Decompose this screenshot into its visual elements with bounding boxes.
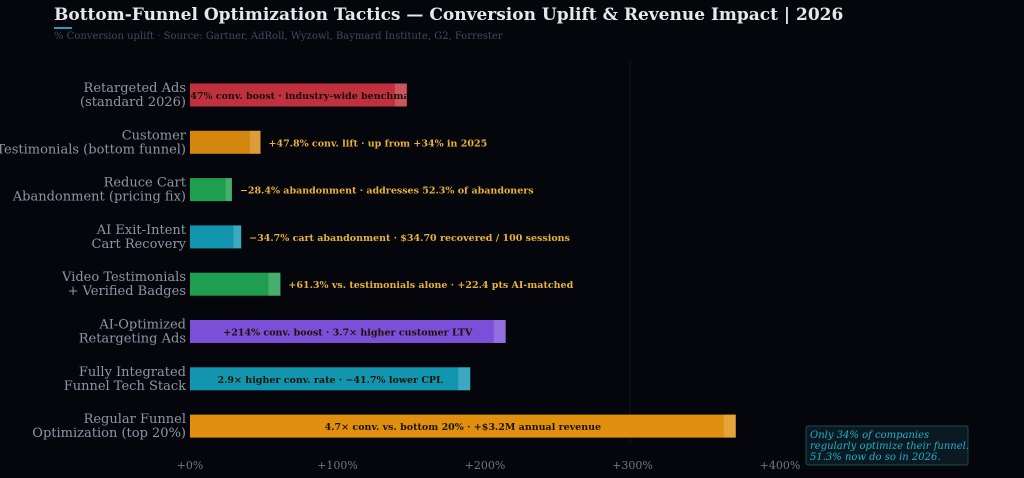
category-label-line: Customer (122, 128, 187, 143)
chart-title: Bottom-Funnel Optimization Tactics — Con… (54, 5, 843, 25)
annotation-background (805, 425, 969, 466)
bar-tip-highlight (225, 178, 232, 202)
bar-tip-highlight (249, 130, 261, 154)
x-tick-label: +300% (612, 459, 653, 472)
bar-value-label: +147% conv. boost · industry-wide benchm… (176, 91, 422, 102)
bar-value-label: +47.8% conv. lift · up from +34% in 2025 (269, 138, 488, 149)
annotation-box: Only 34% of companies regularly optimize … (805, 425, 969, 466)
bar (190, 178, 232, 202)
category-label-line: Optimization (top 20%) (32, 426, 186, 441)
category-label: Regular Funnel Optimization (top 20%) (32, 412, 186, 441)
bar (190, 320, 506, 343)
bar-tip-highlight (394, 83, 407, 107)
category-label-line: Abandonment (pricing fix) (12, 190, 186, 205)
category-labels: Retargeted Ads (standard 2026) Customer Tes… (0, 81, 187, 441)
category-label-line: Reduce Cart (104, 176, 187, 191)
category-label-line: AI-Optimized (98, 318, 186, 333)
bar-value-label: −28.4% abandonment · addresses 52.3% of … (240, 186, 534, 197)
bar-tip-highlight (493, 320, 506, 343)
bar (190, 367, 471, 391)
category-label-line: Retargeted Ads (84, 81, 186, 96)
category-label: AI Exit-Intent Cart Recovery (92, 223, 187, 252)
bar-value-label: −34.7% cart abandonment · $34.70 recover… (249, 233, 570, 244)
bar-value-label: 2.9× higher conv. rate · −41.7% lower CP… (218, 375, 444, 386)
category-label-line: (standard 2026) (80, 95, 186, 110)
category-label: Reduce Cart Abandonment (pricing fix) (12, 176, 187, 205)
x-tick-label: +200% (465, 459, 506, 472)
x-axis-ticks: +0% +100% +200% +300% +400% (177, 459, 801, 472)
category-label-line: Cart Recovery (92, 237, 187, 252)
annotation-text: Only 34% of companies regularly optimize … (810, 430, 969, 463)
x-tick-label: +100% (317, 459, 358, 472)
title-accent-underline (54, 27, 72, 29)
bar-tip-highlight (268, 272, 281, 296)
bar-value-label: +61.3% vs. testimonials alone · +22.4 pt… (288, 280, 573, 291)
x-tick-label: +400% (760, 459, 801, 472)
bar (190, 130, 261, 154)
category-label: Fully Integrated Funnel Tech Stack (64, 365, 186, 394)
bar (190, 83, 407, 107)
category-label-line: AI Exit-Intent (96, 223, 187, 238)
category-label-line: Regular Funnel (84, 412, 186, 427)
annotation-line: regularly optimize their funnel. (810, 441, 969, 452)
category-label-line: + Verified Badges (68, 284, 186, 299)
chart-subtitle: % Conversion uplift · Source: Gartner, A… (54, 31, 503, 42)
bars-group (190, 83, 736, 438)
bar-value-labels: +147% conv. boost · industry-wide benchm… (176, 91, 601, 433)
category-label-line: Funnel Tech Stack (64, 379, 186, 394)
category-label: Retargeted Ads (standard 2026) (80, 81, 186, 110)
bar-value-label: 4.7× conv. vs. bottom 20% · +$3.2M annua… (325, 422, 601, 433)
bar-tip-highlight (233, 225, 242, 249)
category-label: Customer Testimonials (bottom funnel) (0, 128, 187, 157)
bar (190, 225, 242, 249)
x-tick-label: +0% (177, 459, 204, 472)
category-label: Video Testimonials + Verified Badges (61, 270, 186, 299)
bar-value-label: +214% conv. boost · 3.7× higher customer… (223, 328, 473, 339)
category-label: AI-Optimized Retargeting Ads (79, 318, 186, 347)
bar-tip-highlight (458, 367, 471, 391)
category-label-line: Video Testimonials (61, 270, 186, 285)
bar (190, 272, 281, 296)
category-label-line: Testimonials (bottom funnel) (0, 142, 186, 157)
bar-tip-highlight (723, 414, 736, 438)
annotation-line: 51.3% now do so in 2026. (810, 452, 941, 463)
annotation-line: Only 34% of companies (810, 430, 929, 441)
category-label-line: Retargeting Ads (79, 332, 186, 347)
category-label-line: Fully Integrated (79, 365, 186, 380)
bar (190, 414, 736, 438)
